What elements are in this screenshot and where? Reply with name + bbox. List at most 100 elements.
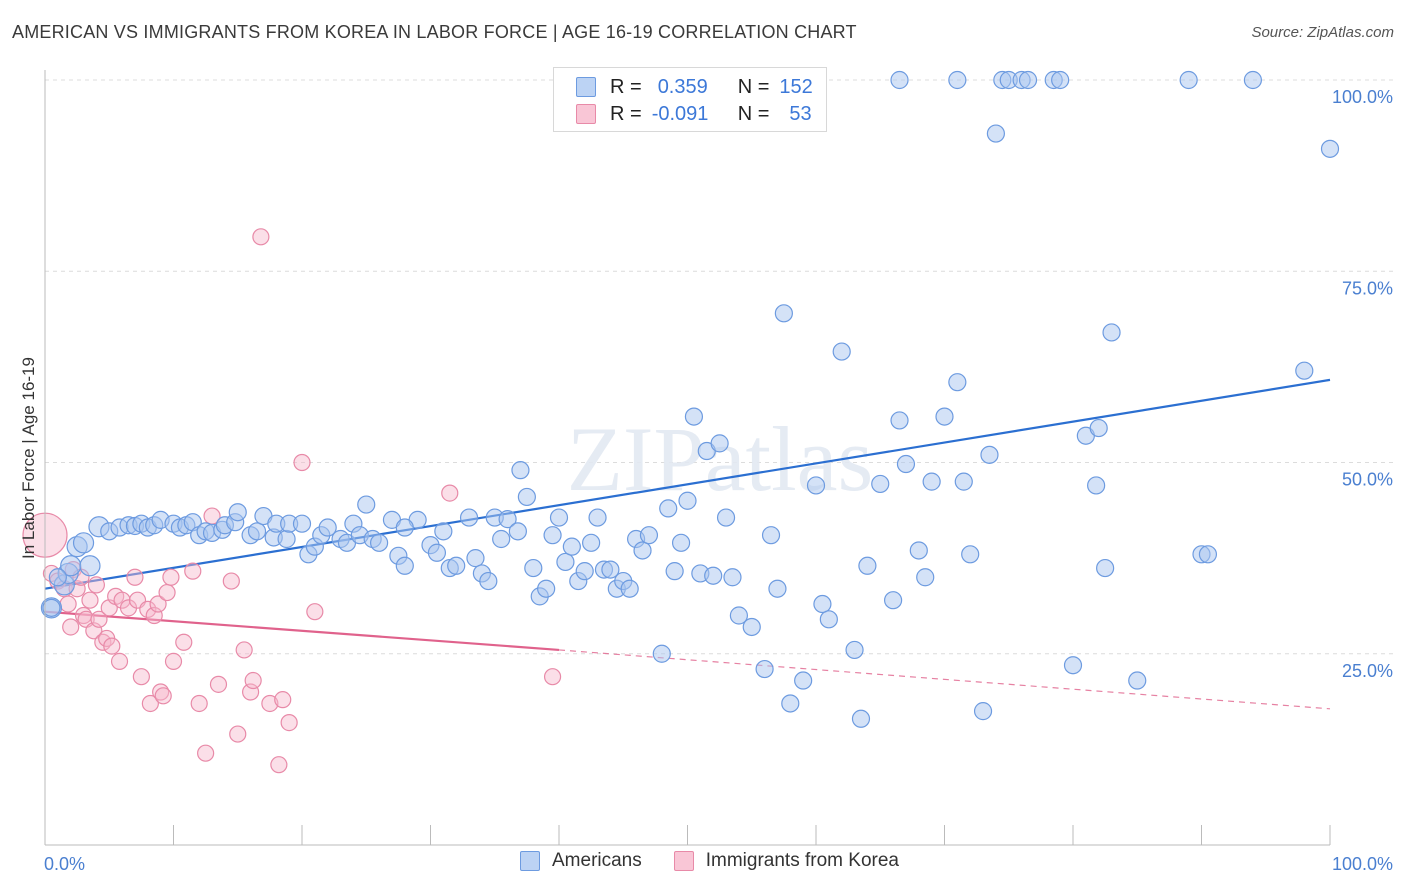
american-point [543,526,562,545]
korea-point [110,652,129,671]
american-point [370,533,389,552]
korea-point [175,633,193,651]
american-point [549,508,569,527]
legend-label: Immigrants from Korea [705,850,899,871]
korea-point [235,641,253,659]
americans-swatch [576,77,596,97]
american-point [909,541,928,560]
american-point [292,514,312,533]
y-tick-label: 25.0% [1342,661,1393,681]
american-point [678,491,697,510]
korea-point [141,694,159,713]
korea-point [90,610,108,628]
american-point [935,407,954,426]
american-point [1089,418,1108,438]
american-point [466,549,485,568]
korea-point [154,687,172,705]
american-point [639,526,659,545]
american-point [845,640,864,660]
american-point [729,606,749,625]
korea-point [59,595,77,613]
american-point [794,671,813,690]
american-point [665,562,684,581]
korea-trendline-extension [558,649,1331,710]
korea-point [209,675,228,693]
american-point [768,579,787,598]
korea-point [222,572,240,590]
korea-point [87,576,106,594]
korea-point [252,228,270,246]
american-point [723,568,742,587]
american-point [434,522,453,541]
r-label: R = [610,75,642,98]
axes: 25.0% 50.0% 75.0% 100.0% 0.0% 100.0% [44,70,1393,874]
korea-point [103,637,121,655]
korea-swatch [673,851,694,871]
american-point [492,529,511,549]
american-point [1051,70,1070,90]
american-point [890,70,909,90]
american-point [228,503,247,522]
american-point [72,532,95,554]
chart-title: AMERICAN VS IMMIGRANTS FROM KOREA IN LAB… [12,22,857,42]
korea-point [261,694,279,713]
x-tick-label: 0.0% [44,854,85,874]
american-point [247,522,267,541]
american-point [1063,656,1083,675]
legend-row-korea: R = -0.091 N = 53 [576,101,812,127]
korea-point [126,568,144,586]
korea-point [293,453,311,472]
american-point [633,541,652,560]
american-point [42,598,61,617]
series-legend: Americans Immigrants from Korea [520,850,931,872]
american-point [1128,671,1147,690]
american-point [556,552,575,572]
korea-point [441,484,459,502]
american-point [659,499,678,518]
american-point [916,568,935,587]
american-point [986,124,1006,143]
n-value: 152 [779,75,813,98]
american-point [761,526,781,545]
american-point [980,445,999,464]
gridlines [45,79,1395,655]
american-point [851,709,871,728]
american-point [1320,139,1340,158]
american-point [537,579,556,598]
korea-point [244,671,262,690]
korea-swatch [576,104,596,124]
american-point [832,342,851,361]
legend-row-americans: R = 0.359 N = 152 [576,74,813,100]
n-value: 53 [789,102,812,125]
american-point [601,560,620,579]
american-point [973,702,993,721]
y-axis-title: In Labor Force | Age 16-19 [19,357,38,559]
american-point [671,533,691,552]
american-point [806,476,826,495]
american-point [710,434,729,453]
source-label: Source: ZipAtlas.com [1251,24,1394,41]
data-points [22,70,1340,774]
american-point [562,537,581,556]
american-point [652,644,671,663]
american-point [742,617,761,637]
american-point [48,568,67,587]
americans-trendline [44,378,1331,590]
american-point [575,562,594,581]
american-point [511,461,530,480]
korea-point [306,603,324,621]
american-point [1295,361,1314,380]
american-point [922,472,941,491]
korea-point [81,591,99,609]
american-point [277,529,296,549]
american-point [1087,476,1106,495]
american-point [582,533,601,552]
american-point [896,454,916,474]
n-label: N = [737,75,770,98]
american-point [1102,323,1121,342]
american-point [883,591,903,610]
american-point [858,556,877,575]
american-point [79,555,101,577]
american-point [781,694,800,713]
